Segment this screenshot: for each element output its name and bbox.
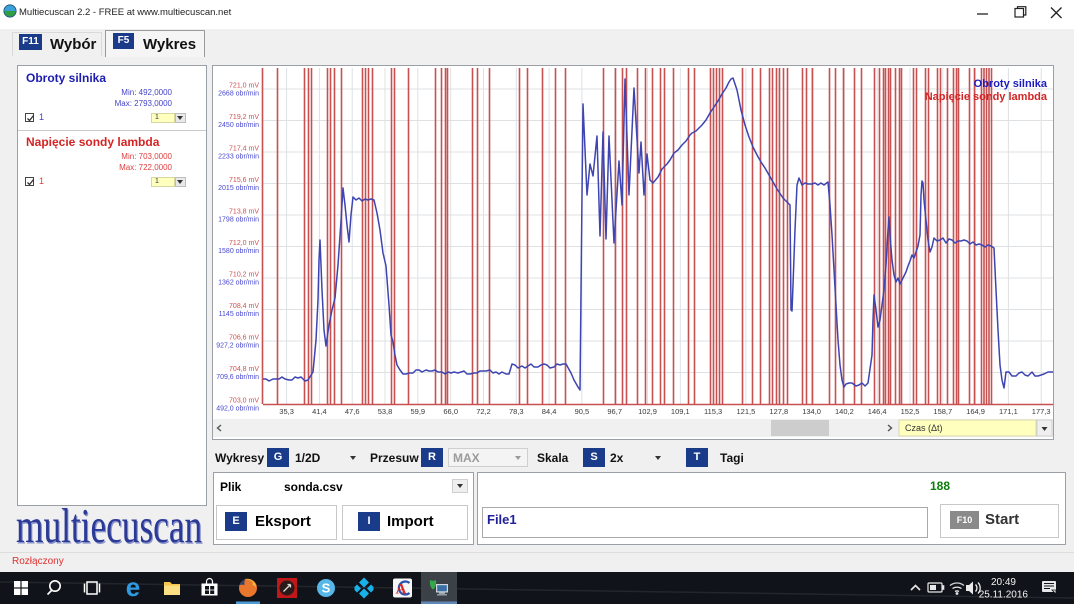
svg-text:59,9: 59,9 xyxy=(410,407,425,416)
svg-text:492,0 obr/min: 492,0 obr/min xyxy=(216,406,259,413)
svg-text:704,8 mV: 704,8 mV xyxy=(229,366,259,373)
svg-text:2450 obr/min: 2450 obr/min xyxy=(218,122,259,129)
svg-text:709,6 obr/min: 709,6 obr/min xyxy=(216,374,259,381)
svg-text:2233 obr/min: 2233 obr/min xyxy=(218,154,259,161)
svg-text:127,8: 127,8 xyxy=(769,407,788,416)
svg-text:1798 obr/min: 1798 obr/min xyxy=(218,217,259,224)
svg-text:152,5: 152,5 xyxy=(901,407,920,416)
svg-text:78,3: 78,3 xyxy=(509,407,524,416)
svg-text:84,4: 84,4 xyxy=(542,407,557,416)
svg-text:66,0: 66,0 xyxy=(443,407,458,416)
svg-text:109,1: 109,1 xyxy=(671,407,690,416)
svg-text:712,0 mV: 712,0 mV xyxy=(229,240,259,247)
svg-text:Napięcie sondy lambda: Napięcie sondy lambda xyxy=(925,91,1048,103)
svg-text:158,7: 158,7 xyxy=(933,407,952,416)
svg-text:35,3: 35,3 xyxy=(279,407,294,416)
svg-text:140,2: 140,2 xyxy=(835,407,854,416)
svg-text:1145 obr/min: 1145 obr/min xyxy=(219,311,259,318)
svg-text:115,3: 115,3 xyxy=(704,407,722,416)
svg-text:1580 obr/min: 1580 obr/min xyxy=(218,248,259,255)
svg-text:708,4 mV: 708,4 mV xyxy=(229,303,259,310)
svg-text:717,4 mV: 717,4 mV xyxy=(229,146,259,153)
svg-text:171,1: 171,1 xyxy=(999,407,1018,416)
svg-text:41,4: 41,4 xyxy=(312,407,327,416)
svg-text:72,2: 72,2 xyxy=(476,407,491,416)
svg-text:96,7: 96,7 xyxy=(607,407,622,416)
svg-text:Obroty silnika: Obroty silnika xyxy=(974,78,1048,90)
svg-text:e: e xyxy=(126,572,140,602)
svg-text:134,0: 134,0 xyxy=(802,407,821,416)
svg-text:47,6: 47,6 xyxy=(345,407,360,416)
svg-text:719,2 mV: 719,2 mV xyxy=(229,114,259,121)
svg-text:706,6 mV: 706,6 mV xyxy=(229,335,259,342)
svg-text:721,0 mV: 721,0 mV xyxy=(229,83,259,90)
svg-text:177,3: 177,3 xyxy=(1032,407,1051,416)
svg-text:710,2 mV: 710,2 mV xyxy=(229,272,259,279)
svg-text:2015 obr/min: 2015 obr/min xyxy=(218,185,259,192)
svg-text:703,0 mV: 703,0 mV xyxy=(229,398,259,405)
svg-text:53,8: 53,8 xyxy=(378,407,393,416)
svg-text:2668 obr/min: 2668 obr/min xyxy=(218,91,259,98)
svg-text:1362 obr/min: 1362 obr/min xyxy=(218,280,259,287)
svg-text:927,2 obr/min: 927,2 obr/min xyxy=(216,343,259,350)
svg-text:25.11.2016: 25.11.2016 xyxy=(979,590,1029,601)
svg-text:90,5: 90,5 xyxy=(575,407,590,416)
svg-text:121,5: 121,5 xyxy=(737,407,756,416)
svg-text:713,8 mV: 713,8 mV xyxy=(229,209,259,216)
svg-text:A: A xyxy=(396,582,407,598)
svg-text:20:49: 20:49 xyxy=(991,577,1016,588)
svg-text:146,4: 146,4 xyxy=(868,407,887,416)
svg-text:164,9: 164,9 xyxy=(966,407,985,416)
svg-text:102,9: 102,9 xyxy=(638,407,657,416)
svg-text:S: S xyxy=(322,581,331,596)
svg-text:Czas (Δt): Czas (Δt) xyxy=(905,423,943,433)
svg-text:715,6 mV: 715,6 mV xyxy=(229,177,259,184)
